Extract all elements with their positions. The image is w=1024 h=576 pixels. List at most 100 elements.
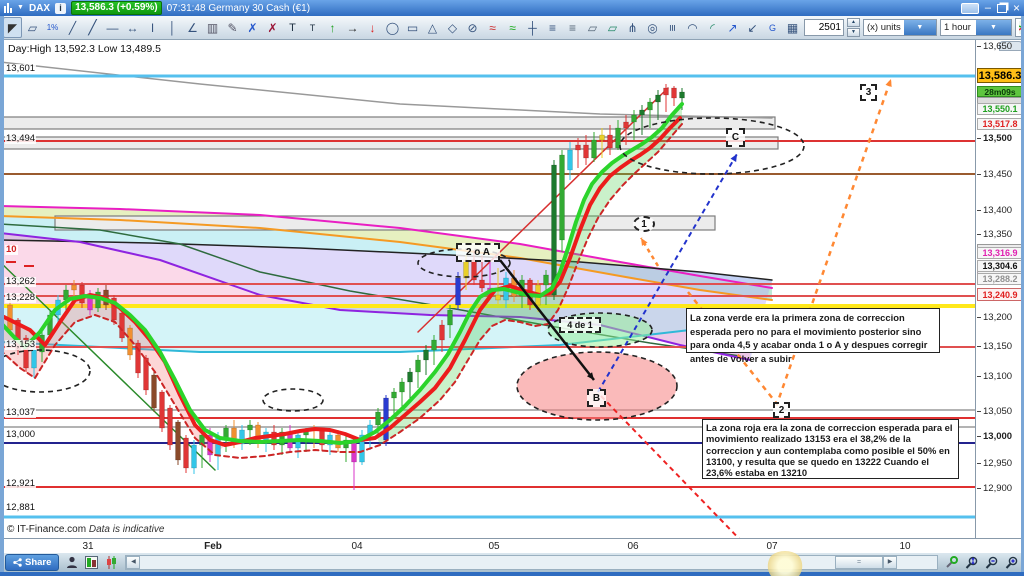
units-select[interactable]: (x) units ▼ [863, 19, 937, 36]
share-button[interactable]: Share [5, 554, 60, 571]
dashed-ellipse-C[interactable] [619, 117, 805, 175]
fib-fan-tool-icon[interactable]: ◜ [710, 20, 715, 35]
axis-price-box-13,288.2: 13,288.2 [977, 273, 1023, 285]
regression2-tool-icon[interactable]: ▱ [607, 20, 618, 35]
axis-price-box-28m09s: 28m09s [977, 86, 1023, 97]
symbol-dropdown-icon[interactable]: ▼ [17, 4, 24, 11]
scrollbar-thumb[interactable]: = [835, 556, 883, 569]
price-level-label: 12,921 [5, 478, 37, 489]
segment-tool-icon[interactable]: ╱ [68, 20, 77, 35]
red-dashed-arrow[interactable] [600, 395, 752, 538]
trend-up-tool-icon[interactable]: ↗ [727, 20, 738, 35]
timeframe-select[interactable]: 1 hour ▼ [940, 19, 1012, 36]
spiral-tool-icon[interactable]: ◎ [647, 20, 658, 35]
settings-wrench-icon[interactable] [944, 555, 959, 570]
pointer-tool-icon[interactable]: ◤ [3, 17, 22, 38]
dashed-ellipse-small[interactable] [262, 388, 324, 412]
zoom-vertical-icon[interactable] [964, 555, 979, 570]
horizontal-segment-tool-icon[interactable]: — [106, 20, 119, 35]
bars-count-input[interactable] [804, 19, 844, 36]
callout-tool-icon[interactable]: T [309, 22, 316, 33]
vertical-series-tool-icon[interactable]: ≡ [665, 23, 680, 32]
resistance-zone-1[interactable] [0, 116, 776, 130]
resistance-zone-3[interactable] [54, 215, 716, 231]
ruler-tool-icon[interactable]: ▱ [27, 20, 38, 35]
bars-count-stepper[interactable]: ▲ ▼ [847, 18, 860, 37]
share-icon [13, 558, 22, 567]
rectangle-tool-icon[interactable]: ▭ [406, 20, 419, 35]
zigzag-tool-icon[interactable]: ≈ [489, 20, 496, 35]
price-level-label: 13,228 [5, 292, 37, 303]
band-yellowgreen [0, 206, 772, 300]
vertical-segment-tool-icon[interactable]: ǀ [150, 20, 155, 35]
arrow-right-tool-icon[interactable]: → [346, 20, 359, 35]
dashed-ellipse-2oA[interactable] [417, 248, 511, 278]
erase-all-tool-icon[interactable]: ✗ [267, 20, 278, 35]
grid-tool-icon[interactable]: ▦ [786, 20, 799, 35]
wave-label-1[interactable]: 1 [633, 216, 655, 232]
band-cyan [0, 216, 772, 300]
percent-tool-icon[interactable]: 1% [46, 23, 59, 32]
price-level-label: 13,000 [5, 429, 37, 440]
candlestick-view-icon[interactable] [104, 555, 119, 570]
regression-tool-icon[interactable]: ▱ [587, 20, 598, 35]
arc-tool-icon[interactable]: ◠ [687, 20, 698, 35]
x-axis-label: 06 [627, 541, 639, 552]
wave-label-B[interactable]: B [587, 389, 606, 407]
scroll-right-button[interactable]: ▶ [883, 556, 897, 569]
edit-tool-icon[interactable]: ✎ [227, 20, 238, 35]
wave-label-2-o-A[interactable]: 2 o A [456, 243, 500, 262]
trader-profile-icon[interactable] [64, 555, 79, 570]
x-axis-label: 07 [766, 541, 778, 552]
vertical-line-tool-icon[interactable]: │ [168, 20, 177, 35]
delete-tool-icon[interactable]: ▥ [206, 20, 219, 35]
close-button[interactable]: × [1012, 1, 1020, 15]
triangle-tool-icon[interactable]: △ [427, 20, 438, 35]
time-scrollbar[interactable]: ◀ = ▶ [125, 555, 938, 570]
wave-label-3[interactable]: 3 [860, 84, 877, 101]
text-tool-icon[interactable]: T [289, 21, 296, 34]
chart-canvas[interactable] [0, 40, 975, 538]
horizontal-line-tool-icon[interactable]: ↔ [126, 20, 139, 35]
pitchfork-tool-icon[interactable]: ⋔ [627, 20, 638, 35]
instrument-info-icon[interactable]: i [55, 2, 67, 14]
dashed-ellipse-left[interactable] [0, 349, 91, 393]
chevron-down-icon[interactable]: ▼ [903, 20, 936, 35]
wave-label-2[interactable]: 2 [773, 402, 790, 418]
black-arrow[interactable] [499, 259, 595, 381]
diamond-tool-icon[interactable]: ◇ [447, 20, 458, 35]
gann-tool-icon[interactable]: G [768, 22, 776, 33]
keyboard-icon[interactable] [960, 2, 979, 14]
watchlist-panel-icon[interactable] [84, 555, 99, 570]
price-level-label: 12,881 [5, 502, 37, 513]
erase-one-tool-icon[interactable]: ✗ [247, 20, 258, 35]
parallel-channel-a-tool-icon[interactable]: ≡ [548, 20, 556, 35]
line-tool-icon[interactable]: ╱ [88, 19, 97, 35]
chevron-down-icon[interactable]: ▼ [976, 20, 1011, 35]
arrow-down-tool-icon[interactable]: ↓ [369, 20, 376, 35]
wave-label-C[interactable]: C [726, 128, 745, 147]
annotation-note-red-zone[interactable]: La zona roja era la zona de correccion e… [702, 419, 959, 479]
arrow-up-tool-icon[interactable]: ↑ [329, 20, 336, 35]
parallel-channel-c-tool-icon[interactable]: ≡ [568, 20, 576, 35]
chart-pane[interactable]: Day:High 13,592.3 Low 13,489.5 13,601 13,… [0, 40, 1024, 538]
freehand-ellipse-tool-icon[interactable]: ◯ [385, 20, 400, 35]
crossline-tool-icon[interactable]: ┼ [528, 20, 537, 35]
green-ma-line [0, 102, 684, 445]
wave-label-4-de-1[interactable]: 4 de 1 [559, 317, 601, 333]
restore-button[interactable] [996, 3, 1007, 13]
circle-cross-tool-icon[interactable]: ⊘ [467, 20, 478, 35]
minimize-button[interactable]: – [984, 2, 991, 14]
red-zone-ellipse[interactable] [516, 351, 678, 421]
angle-tool-icon[interactable]: ∠ [187, 20, 198, 35]
time-axis[interactable]: 31 Feb 04 05 06 07 10 [0, 538, 1024, 553]
zigzag2-tool-icon[interactable]: ≈ [509, 20, 516, 35]
annotation-note-green-zone[interactable]: La zona verde era la primera zona de cor… [686, 308, 940, 364]
price-axis[interactable]: 13,650 13,500 13,450 13,400 13,350 13,200 13,1… [975, 40, 1024, 538]
blue-dashed-arrow[interactable] [597, 153, 738, 393]
trend-down-tool-icon[interactable]: ↙ [747, 20, 758, 35]
scroll-left-button[interactable]: ◀ [126, 556, 141, 569]
zoom-out-icon[interactable] [984, 555, 999, 570]
price-level-label: 13,601 [5, 63, 37, 74]
zoom-in-icon[interactable] [1004, 555, 1019, 570]
